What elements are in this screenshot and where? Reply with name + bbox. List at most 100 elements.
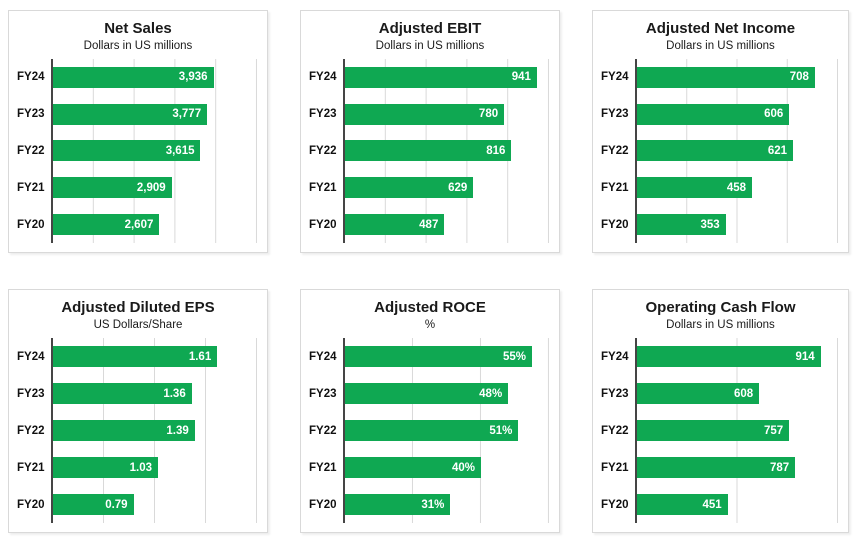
category-axis: FY24 FY23 FY22 FY21 FY20 (9, 59, 51, 243)
bar-fy20: 0.79 (53, 494, 134, 515)
plot-area: FY24 FY23 FY22 FY21 FY20 914 608 757 787… (593, 338, 838, 523)
bar-fy22: 51% (345, 420, 519, 441)
category-label-fy20: FY20 (309, 218, 337, 231)
chart-subtitle: % (424, 319, 436, 331)
bar-fy22: 3,615 (53, 140, 201, 162)
bar-fy23: 1.36 (53, 383, 192, 404)
bar-fy20: 2,607 (53, 214, 160, 236)
category-label-fy22: FY22 (309, 424, 337, 437)
bar-value-label: 1.61 (188, 350, 212, 363)
bar-fy24: 55% (345, 346, 532, 367)
bar-row: 0.79 (53, 486, 257, 523)
plot-grid: 3,936 3,777 3,615 2,909 2,607 (51, 59, 257, 243)
bar-row: 816 (345, 133, 549, 170)
bar-row: 780 (345, 96, 549, 133)
bar-row: 487 (345, 206, 549, 243)
bar-value-label: 941 (511, 71, 531, 84)
bar-fy23: 48% (345, 383, 509, 404)
bar-row: 1.61 (53, 338, 257, 375)
bar-row: 3,936 (53, 59, 257, 96)
bar-fy23: 3,777 (53, 103, 208, 125)
chart-title: Net Sales (104, 20, 172, 37)
bar-fy21: 2,909 (53, 177, 172, 199)
bar-value-label: 451 (702, 498, 722, 511)
chart-title: Adjusted ROCE (374, 299, 486, 316)
bar-value-label: 40% (451, 461, 475, 474)
bar-row: 606 (637, 96, 838, 133)
plot-area: FY24 FY23 FY22 FY21 FY20 941 780 816 629… (301, 59, 549, 243)
category-label-fy20: FY20 (309, 498, 337, 511)
bar-fy20: 487 (345, 214, 445, 236)
bar-fy20: 31% (345, 494, 451, 515)
bar-fy24: 941 (345, 66, 537, 88)
bar-row: 708 (637, 59, 838, 96)
chart-subtitle: Dollars in US millions (83, 40, 193, 52)
category-label-fy21: FY21 (601, 461, 629, 474)
chart-title: Adjusted Diluted EPS (61, 299, 215, 316)
bar-value-label: 629 (448, 181, 468, 194)
chart-panel-adjusted-roce: Adjusted ROCE % FY24 FY23 FY22 FY21 FY20… (300, 289, 560, 533)
bar-value-label: 1.36 (163, 387, 186, 400)
bar-value-label: 757 (763, 424, 784, 437)
bar-value-label: 708 (789, 71, 809, 84)
bar-row: 2,909 (53, 169, 257, 206)
bar-value-label: 31% (421, 498, 445, 511)
bar-fy23: 606 (637, 103, 790, 125)
category-label-fy22: FY22 (601, 424, 629, 437)
plot-area: FY24 FY23 FY22 FY21 FY20 3,936 3,777 3,6… (9, 59, 257, 243)
bar-row: 3,777 (53, 96, 257, 133)
category-label-fy24: FY24 (601, 71, 629, 84)
category-label-fy24: FY24 (309, 350, 337, 363)
bar-row: 621 (637, 133, 838, 170)
chart-title: Operating Cash Flow (645, 299, 796, 316)
bar-value-label: 2,909 (136, 181, 166, 194)
category-axis: FY24 FY23 FY22 FY21 FY20 (301, 338, 343, 523)
bar-row: 51% (345, 412, 549, 449)
bar-fy23: 780 (345, 103, 505, 125)
plot-grid: 1.61 1.36 1.39 1.03 0.79 (51, 338, 257, 523)
category-label-fy23: FY23 (601, 387, 629, 400)
bar-fy24: 3,936 (53, 66, 214, 88)
category-label-fy23: FY23 (309, 387, 337, 400)
plot-grid: 708 606 621 458 353 (635, 59, 838, 243)
category-label-fy21: FY21 (17, 461, 45, 474)
plot-grid: 941 780 816 629 487 (343, 59, 549, 243)
bar-row: 31% (345, 486, 549, 523)
bar-value-label: 353 (700, 218, 720, 231)
chart-panel-adjusted-ebit: Adjusted EBIT Dollars in US millions FY2… (300, 10, 560, 253)
category-label-fy24: FY24 (309, 71, 337, 84)
chart-panel-net-sales: Net Sales Dollars in US millions FY24 FY… (8, 10, 268, 253)
bar-value-label: 787 (769, 461, 790, 474)
bar-value-label: 608 (734, 387, 754, 400)
bar-fy23: 608 (637, 383, 760, 404)
bar-value-label: 1.03 (129, 461, 153, 474)
category-label-fy23: FY23 (17, 108, 45, 121)
bar-fy22: 757 (637, 420, 790, 441)
category-label-fy21: FY21 (309, 181, 337, 194)
bar-row: 787 (637, 449, 838, 486)
bar-fy21: 1.03 (53, 457, 159, 478)
bar-fy21: 787 (637, 457, 796, 478)
chart-title: Adjusted Net Income (645, 20, 796, 37)
bar-row: 1.03 (53, 449, 257, 486)
plot-area: FY24 FY23 FY22 FY21 FY20 55% 48% 51% 40%… (301, 338, 549, 523)
bar-row: 914 (637, 338, 838, 375)
category-label-fy23: FY23 (309, 108, 337, 121)
category-axis: FY24 FY23 FY22 FY21 FY20 (593, 338, 635, 523)
bar-fy20: 451 (637, 494, 728, 515)
chart-title: Adjusted EBIT (378, 20, 482, 37)
bar-row: 40% (345, 449, 549, 486)
chart-subtitle: Dollars in US millions (375, 40, 485, 52)
category-label-fy23: FY23 (601, 108, 629, 121)
bar-value-label: 458 (726, 181, 747, 194)
plot-grid: 914 608 757 787 451 (635, 338, 838, 523)
bar-fy21: 40% (345, 457, 481, 478)
category-label-fy24: FY24 (17, 350, 45, 363)
category-label-fy24: FY24 (601, 350, 629, 363)
bar-value-label: 55% (502, 350, 526, 363)
plot-area: FY24 FY23 FY22 FY21 FY20 708 606 621 458… (593, 59, 838, 243)
chart-subtitle: Dollars in US millions (666, 40, 775, 52)
category-label-fy20: FY20 (17, 218, 45, 231)
bar-value-label: 816 (486, 144, 506, 157)
